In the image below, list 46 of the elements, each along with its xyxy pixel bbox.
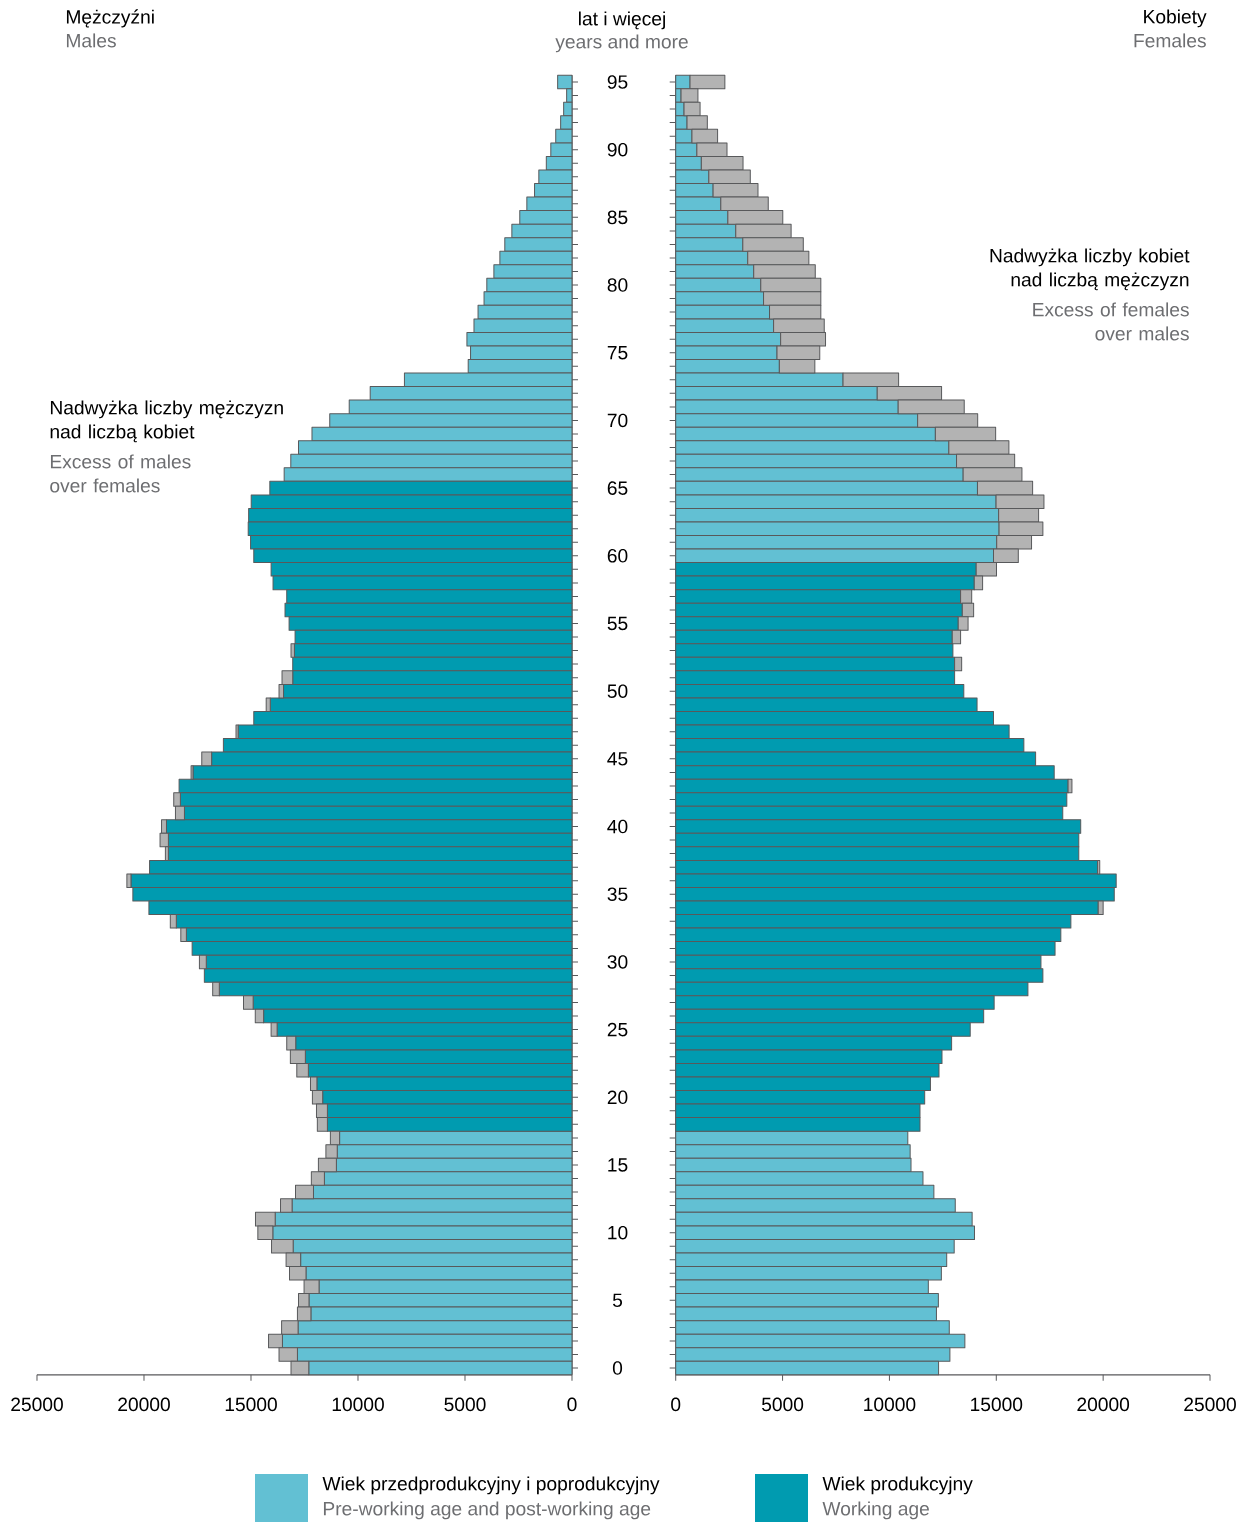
y-tick-label: 90 [607, 142, 628, 157]
x-tick-label: 25000 [11, 1397, 63, 1412]
y-tick-label: 60 [607, 549, 628, 563]
x-tick-label: 10000 [332, 1397, 384, 1412]
y-tick-label: 25 [607, 1022, 628, 1037]
y-tick-label: 30 [607, 955, 628, 969]
y-tick-label: 95 [607, 75, 628, 89]
x-tick-label: 20000 [118, 1397, 170, 1412]
y-tick-label: 40 [607, 819, 628, 834]
x-tick-label: 25000 [1184, 1397, 1236, 1412]
y-axis-title: years and more [555, 34, 688, 53]
x-tick-label: 5000 [761, 1397, 804, 1412]
y-axis-title: lat i więcej [578, 11, 665, 30]
y-tick-label: 80 [607, 278, 628, 292]
legend-label: Working age [822, 1501, 929, 1520]
x-tick-label: 0 [671, 1397, 681, 1412]
y-tick-label: 5 [612, 1293, 623, 1308]
y-tick-label: 15 [608, 1158, 628, 1172]
y-tick-label: 10 [608, 1225, 628, 1240]
y-tick-label: 75 [607, 346, 628, 360]
chart-subtitle: Females [1134, 33, 1206, 48]
legend-label: Wiek produkcyjny [822, 1476, 973, 1495]
x-tick-label: 15000 [225, 1397, 277, 1412]
annotation: Nadwyżka liczby mężczyzn nad liczbą kobiet [50, 400, 283, 443]
x-tick-label: 10000 [864, 1397, 916, 1412]
annotation: Excess of females over males [1033, 302, 1189, 341]
y-tick-label: 50 [607, 684, 628, 698]
y-tick-label: 85 [607, 210, 628, 225]
y-tick-label: 45 [607, 752, 628, 766]
x-tick-label: 5000 [444, 1397, 486, 1412]
x-tick-label: 0 [567, 1397, 577, 1412]
annotation: Excess of males over females [50, 454, 191, 493]
legend-label: Wiek przedprodukcyjny i poprodukcyjny [322, 1476, 660, 1495]
y-tick-label: 65 [607, 481, 628, 495]
x-tick-label: 15000 [971, 1397, 1023, 1412]
y-tick-label: 35 [607, 887, 628, 902]
chart-title: Mężczyźni [66, 9, 154, 28]
legend-label: Pre-working age and post-working age [323, 1501, 651, 1520]
x-tick-label: 20000 [1077, 1397, 1130, 1412]
annotation: Nadwyżka liczby kobiet nad liczbą mężczyzn [990, 248, 1190, 291]
y-tick-label: 0 [612, 1361, 623, 1375]
y-tick-label: 55 [607, 616, 628, 631]
chart-title: Kobiety [1144, 9, 1207, 28]
y-tick-label: 70 [607, 413, 628, 428]
chart-subtitle: Males [66, 33, 116, 48]
y-tick-label: 20 [607, 1090, 628, 1105]
